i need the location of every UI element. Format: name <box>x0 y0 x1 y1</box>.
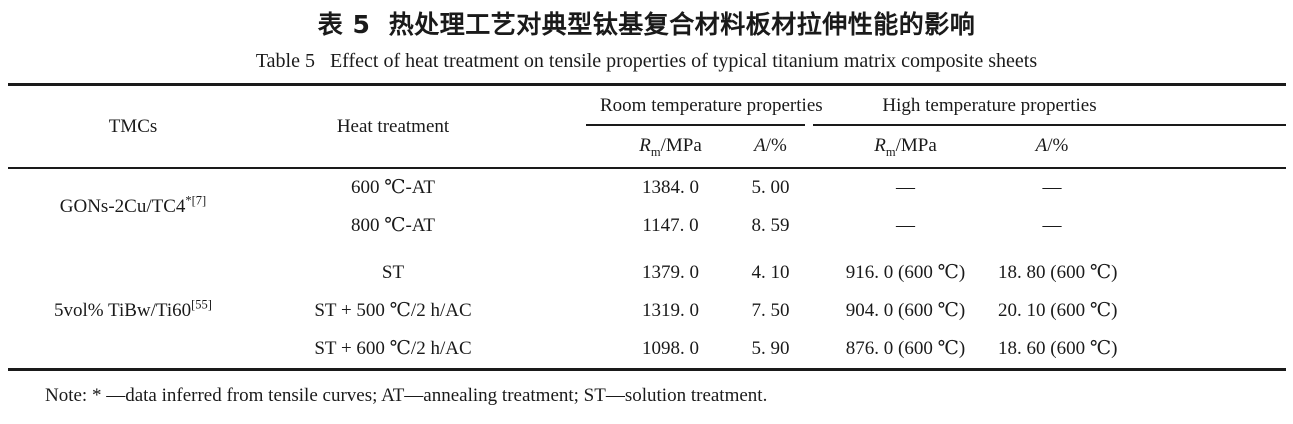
tmc-name: GONs-2Cu/TC4 <box>59 196 186 217</box>
cell-rm-room: 1379. 0 <box>642 262 699 283</box>
table-body: GONs-2Cu/TC4*[7] 600 ℃-AT 1384. 0 5. 00 … <box>8 168 1286 370</box>
header-row-groups: TMCs Heat treatment Room temperature pro… <box>8 84 1287 169</box>
cell-rm-room: 1098. 0 <box>642 338 699 359</box>
table-row: 800 ℃-AT 1147. 0 8. 59 — — <box>8 207 1286 245</box>
room-group-label: Room temperature properties <box>586 86 823 126</box>
cell-a-high: 18. 80 (600 ℃) <box>998 262 1118 283</box>
table-title-chinese: 表 5 热处理工艺对典型钛基复合材料板材拉伸性能的影响 <box>317 10 976 39</box>
cell-a-room: 5. 00 <box>751 177 790 198</box>
rm-subscript: m <box>885 144 896 159</box>
table-row: ST + 600 ℃/2 h/AC 1098. 0 5. 90 876. 0 (… <box>8 330 1286 370</box>
cell-a-high: — <box>1042 215 1062 236</box>
tmc-name: 5vol% TiBw/Ti60 <box>54 300 192 321</box>
table-row: 5vol% TiBw/Ti60[55] ST 1379. 0 4. 10 916… <box>8 245 1286 321</box>
rm-unit: /MPa <box>895 135 937 156</box>
cell-rm-high: 916. 0 (600 ℃) <box>845 262 966 283</box>
cell-rm-high: — <box>896 177 915 198</box>
high-group-label: High temperature properties <box>813 86 1287 126</box>
cell-rm-high: — <box>896 215 915 236</box>
data-table: TMCs Heat treatment Room temperature pro… <box>8 83 1287 371</box>
a-unit: /% <box>1047 135 1069 156</box>
cell-rm-high: 904. 0 (600 ℃) <box>845 300 966 321</box>
cell-rm-room: 1384. 0 <box>642 177 699 198</box>
cell-a-high: 20. 10 (600 ℃) <box>998 300 1118 321</box>
tmc-reference-sup: [55] <box>191 297 212 312</box>
col-header-heat-treatment: Heat treatment <box>258 84 568 169</box>
col-group-room-temperature: Room temperature properties <box>568 85 823 126</box>
cell-heat-treatment: ST + 500 ℃/2 h/AC <box>314 300 472 321</box>
cell-heat-treatment: ST + 600 ℃/2 h/AC <box>314 338 472 359</box>
cell-a-room: 7. 50 <box>751 300 790 321</box>
a-unit: /% <box>765 135 787 156</box>
cell-heat-treatment: 800 ℃-AT <box>350 215 436 236</box>
col-group-high-temperature: High temperature properties <box>813 85 1287 126</box>
rm-subscript: m <box>650 144 661 159</box>
cell-a-room: 4. 10 <box>751 262 790 283</box>
table-footnote: Note: * —data inferred from tensile curv… <box>45 385 768 406</box>
rm-symbol: R <box>874 135 886 156</box>
table-header: TMCs Heat treatment Room temperature pro… <box>8 84 1287 169</box>
cell-a-high: — <box>1042 177 1062 198</box>
tmc-reference-sup: *[7] <box>185 193 207 208</box>
cell-heat-treatment: ST <box>381 262 405 283</box>
cell-rm-high: 876. 0 (600 ℃) <box>845 338 966 359</box>
col-header-tmcs: TMCs <box>8 84 258 169</box>
col-header-a-high: A/% <box>998 126 1287 169</box>
cell-heat-treatment: 600 ℃-AT <box>350 177 436 198</box>
table-row: GONs-2Cu/TC4*[7] 600 ℃-AT 1384. 0 5. 00 … <box>8 168 1286 217</box>
cell-a-high: 18. 60 (600 ℃) <box>998 338 1118 359</box>
a-symbol: A <box>1035 135 1048 156</box>
col-header-rm-high: Rm/MPa <box>813 126 998 169</box>
cell-a-room: 8. 59 <box>751 215 790 236</box>
header-row-subcolumns: Rm/MPa A/% Rm/MPa A/% <box>8 126 1287 169</box>
cell-a-room: 5. 90 <box>751 338 790 359</box>
col-header-rm-room: Rm/MPa <box>568 126 728 169</box>
col-header-a-room: A/% <box>728 126 813 169</box>
cell-tmc: GONs-2Cu/TC4*[7] <box>8 168 258 245</box>
rm-symbol: R <box>639 135 651 156</box>
a-symbol: A <box>754 135 766 156</box>
cell-rm-room: 1319. 0 <box>642 300 699 321</box>
cell-rm-room: 1147. 0 <box>642 215 699 236</box>
cell-tmc: 5vol% TiBw/Ti60[55] <box>8 245 258 370</box>
rm-unit: /MPa <box>660 135 702 156</box>
table-row: ST + 500 ℃/2 h/AC 1319. 0 7. 50 904. 0 (… <box>8 292 1286 330</box>
table-title-english: Table 5 Effect of heat treatment on tens… <box>255 50 1038 72</box>
